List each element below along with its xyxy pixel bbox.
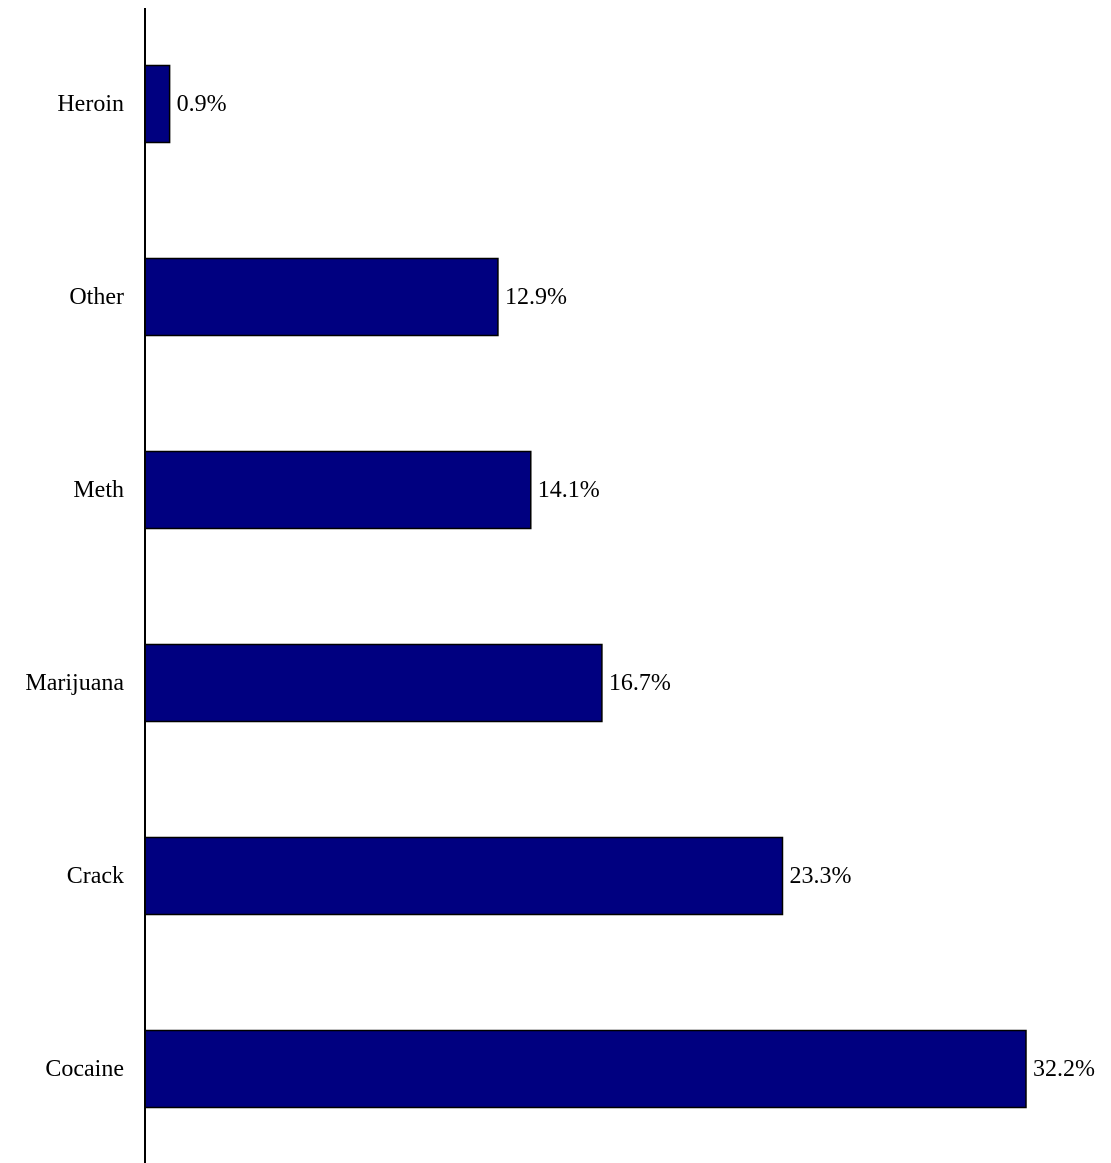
bar-cocaine bbox=[144, 1029, 1027, 1109]
bar-marijuana bbox=[144, 643, 603, 723]
category-label-heroin: Heroin bbox=[57, 91, 124, 117]
category-label-marijuana: Marijuana bbox=[25, 670, 124, 696]
bars-layer bbox=[144, 64, 1027, 1109]
category-label-meth: Meth bbox=[73, 477, 124, 503]
value-label-meth: 14.1% bbox=[538, 477, 600, 503]
category-label-other: Other bbox=[69, 284, 124, 310]
category-label-crack: Crack bbox=[67, 863, 124, 889]
bar-crack bbox=[144, 836, 784, 916]
value-label-marijuana: 16.7% bbox=[609, 670, 671, 696]
bar-heroin bbox=[144, 64, 171, 144]
category-label-cocaine: Cocaine bbox=[45, 1056, 124, 1082]
bar-other bbox=[144, 257, 499, 337]
value-label-other: 12.9% bbox=[505, 284, 567, 310]
value-label-crack: 23.3% bbox=[789, 863, 851, 889]
bar-meth bbox=[144, 450, 532, 530]
value-label-cocaine: 32.2% bbox=[1033, 1056, 1095, 1082]
labels-layer: Heroin 0.9% Other 12.9% Meth 14.1% Marijuana 16… bbox=[25, 91, 1095, 1082]
value-label-heroin: 0.9% bbox=[177, 91, 227, 117]
